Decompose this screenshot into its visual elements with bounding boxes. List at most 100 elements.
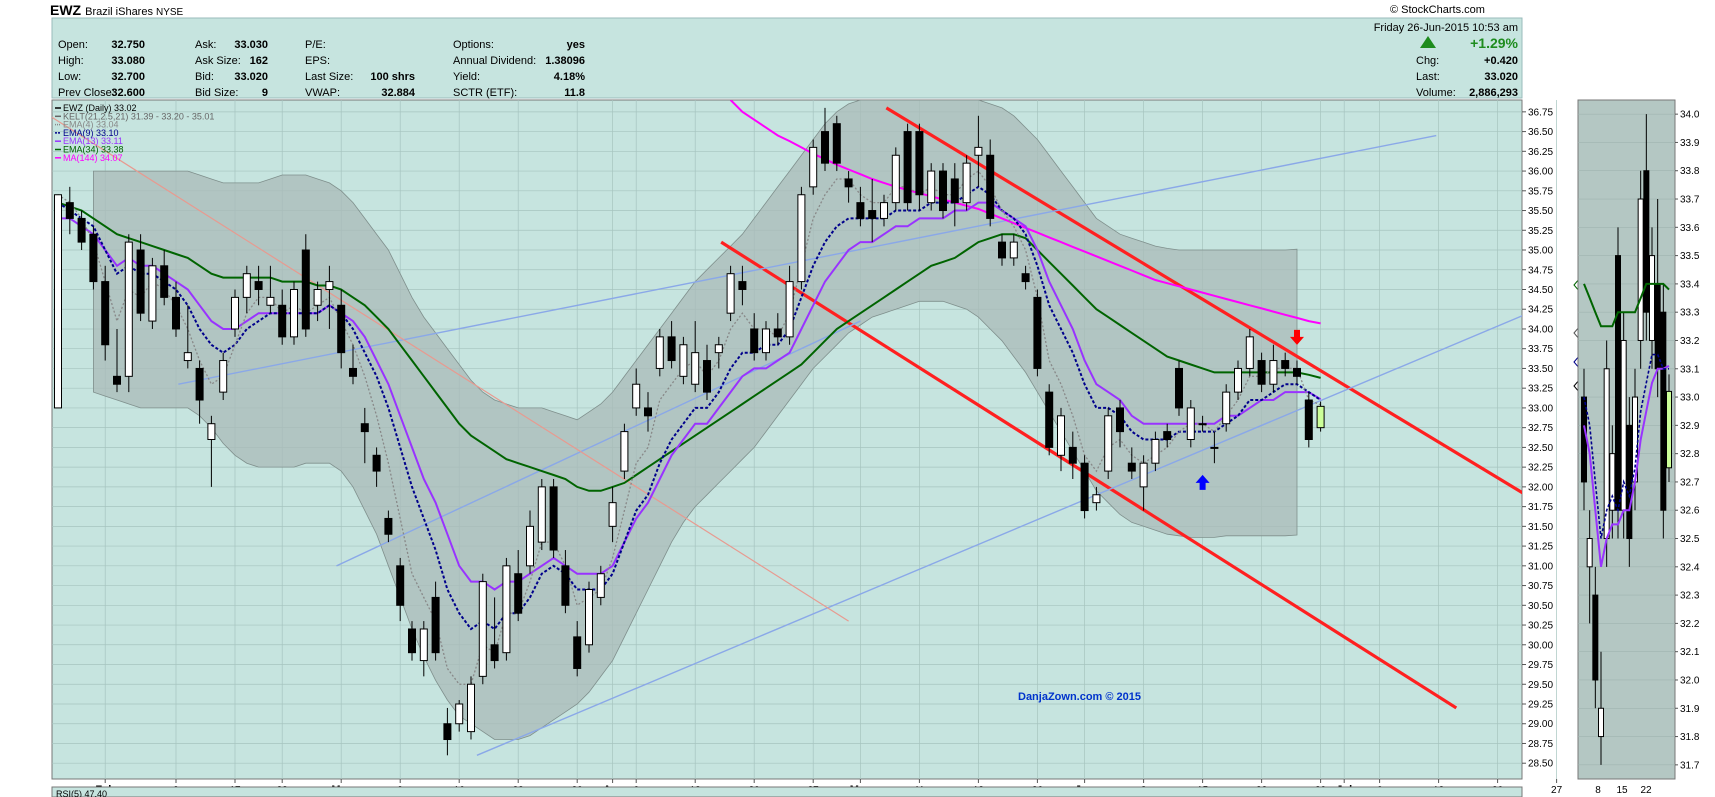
candle-body [219, 360, 228, 393]
volume-value: 2,886,293 [1469, 87, 1518, 99]
candle-body [596, 573, 605, 598]
y-tick-label: 30.50 [1528, 601, 1553, 612]
candle-body [1210, 446, 1219, 449]
y-tick-label: 36.25 [1528, 147, 1553, 158]
vwap-value: 32.884 [381, 87, 416, 99]
lastsize-value: 100 shrs [370, 71, 415, 83]
legend-entry: EMA(4) 33.04 [63, 120, 119, 130]
candle-body [1092, 494, 1101, 504]
ask-label: Ask: [195, 39, 216, 51]
signal-arrows [1195, 329, 1304, 490]
y-tick-label: 35.25 [1528, 226, 1553, 237]
candle-body [502, 565, 511, 654]
intraday-x-axis: 8 15 22 [1595, 785, 1652, 796]
options-label: Options: [453, 39, 494, 51]
red-trendline [885, 106, 1522, 495]
intraday-body [1615, 255, 1621, 511]
legend-entry: MA(144) 34.07 [63, 153, 123, 163]
candle-body [278, 304, 287, 338]
candle-body [1068, 446, 1077, 464]
candle-body [89, 233, 98, 283]
candle-body [1021, 273, 1030, 283]
intraday-body [1626, 424, 1633, 540]
intraday-y-tick-label: 34.0 [1680, 110, 1700, 121]
intraday-y-tick-label: 33.9 [1680, 138, 1700, 149]
candle-body [195, 367, 204, 401]
intraday-body [1666, 390, 1672, 469]
candle-body [419, 628, 428, 662]
candle-body [856, 202, 865, 219]
y-tick-label: 31.00 [1528, 561, 1553, 572]
candle-body [1163, 431, 1172, 440]
y-axis: 28.50 28.75 29.00 29.25 29.50 29.75 30.00 30.25… [1522, 107, 1553, 770]
intraday-y-tick-label: 32.8 [1680, 449, 1700, 460]
candle-body [903, 131, 912, 204]
candle-body [1198, 423, 1207, 426]
intraday-body [1649, 255, 1655, 341]
intraday-body [1643, 170, 1650, 313]
yield-value: 4.18% [554, 71, 585, 83]
symbol: EWZ [50, 2, 82, 18]
brand-label: © StockCharts.com [1390, 4, 1485, 16]
security-name: Brazil iShares [85, 6, 153, 18]
blue-trendline [178, 134, 1437, 385]
candle-body [1127, 462, 1136, 472]
legend-entry: KELT(21,2.5,21) 31.39 - 33.20 - 35.01 [63, 111, 214, 121]
candle-body [254, 281, 263, 290]
y-tick-label: 35.00 [1528, 246, 1553, 257]
intraday-ema13-line [1583, 365, 1670, 567]
rsi-panel [51, 786, 1523, 797]
candle-body [714, 344, 723, 354]
candle-body [561, 565, 570, 606]
candle-body [313, 288, 322, 306]
intraday-chart [1578, 113, 1675, 766]
candle-body [785, 281, 794, 338]
candle-body [1269, 360, 1278, 385]
y-tick-label: 35.75 [1528, 186, 1553, 197]
y-tick-label: 34.50 [1528, 285, 1553, 296]
y-tick-label: 29.25 [1528, 699, 1553, 710]
intraday-y-tick-label: 32.9 [1680, 421, 1700, 432]
y-tick-label: 33.75 [1528, 344, 1553, 355]
candle-body [467, 683, 475, 733]
intraday-ema9-line [1583, 353, 1669, 539]
candle-body [1281, 360, 1290, 369]
intraday-body [1637, 198, 1644, 341]
candle-body [266, 296, 275, 306]
candle-body [384, 517, 393, 535]
legend-entry: EMA(13) 33.11 [63, 136, 123, 146]
sctr-value: 11.8 [564, 87, 585, 99]
bid-label: Bid: [195, 71, 214, 83]
candle-body [113, 375, 121, 385]
candle-body [939, 170, 947, 212]
candle-body [1304, 399, 1313, 440]
candle-body [644, 407, 652, 417]
intraday-y-tick-label: 33.6 [1680, 223, 1700, 234]
high-value: 33.080 [111, 55, 145, 67]
y-tick-label: 34.00 [1528, 324, 1553, 335]
y-tick-label: 29.00 [1528, 719, 1553, 730]
intraday-y-tick-label: 32.0 [1680, 675, 1700, 686]
candle-body [101, 281, 110, 346]
intraday-y-tick-label: 32.3 [1680, 591, 1700, 602]
candle-body [372, 454, 381, 472]
intraday-body [1660, 311, 1667, 511]
candle-body [1104, 415, 1113, 472]
candle-body [1139, 462, 1148, 488]
y-tick-label: 31.75 [1528, 502, 1553, 513]
candle-body [207, 423, 216, 440]
intraday-y-tick-label: 33.4 [1680, 279, 1700, 290]
options-value: yes [567, 39, 585, 51]
up-triangle-icon [1420, 36, 1436, 48]
candle-body [797, 194, 806, 283]
chg-label: Chg: [1416, 55, 1439, 67]
candle-body [950, 178, 959, 204]
intraday-y-tick-label: 31.8 [1680, 732, 1700, 743]
intraday-y-tick-label: 31.7 [1680, 760, 1700, 771]
candle-body [974, 146, 983, 156]
candle-body [301, 249, 310, 330]
y-tick-label: 30.75 [1528, 581, 1553, 592]
candle-body [1316, 405, 1325, 429]
arrow-up-icon [1195, 474, 1210, 490]
